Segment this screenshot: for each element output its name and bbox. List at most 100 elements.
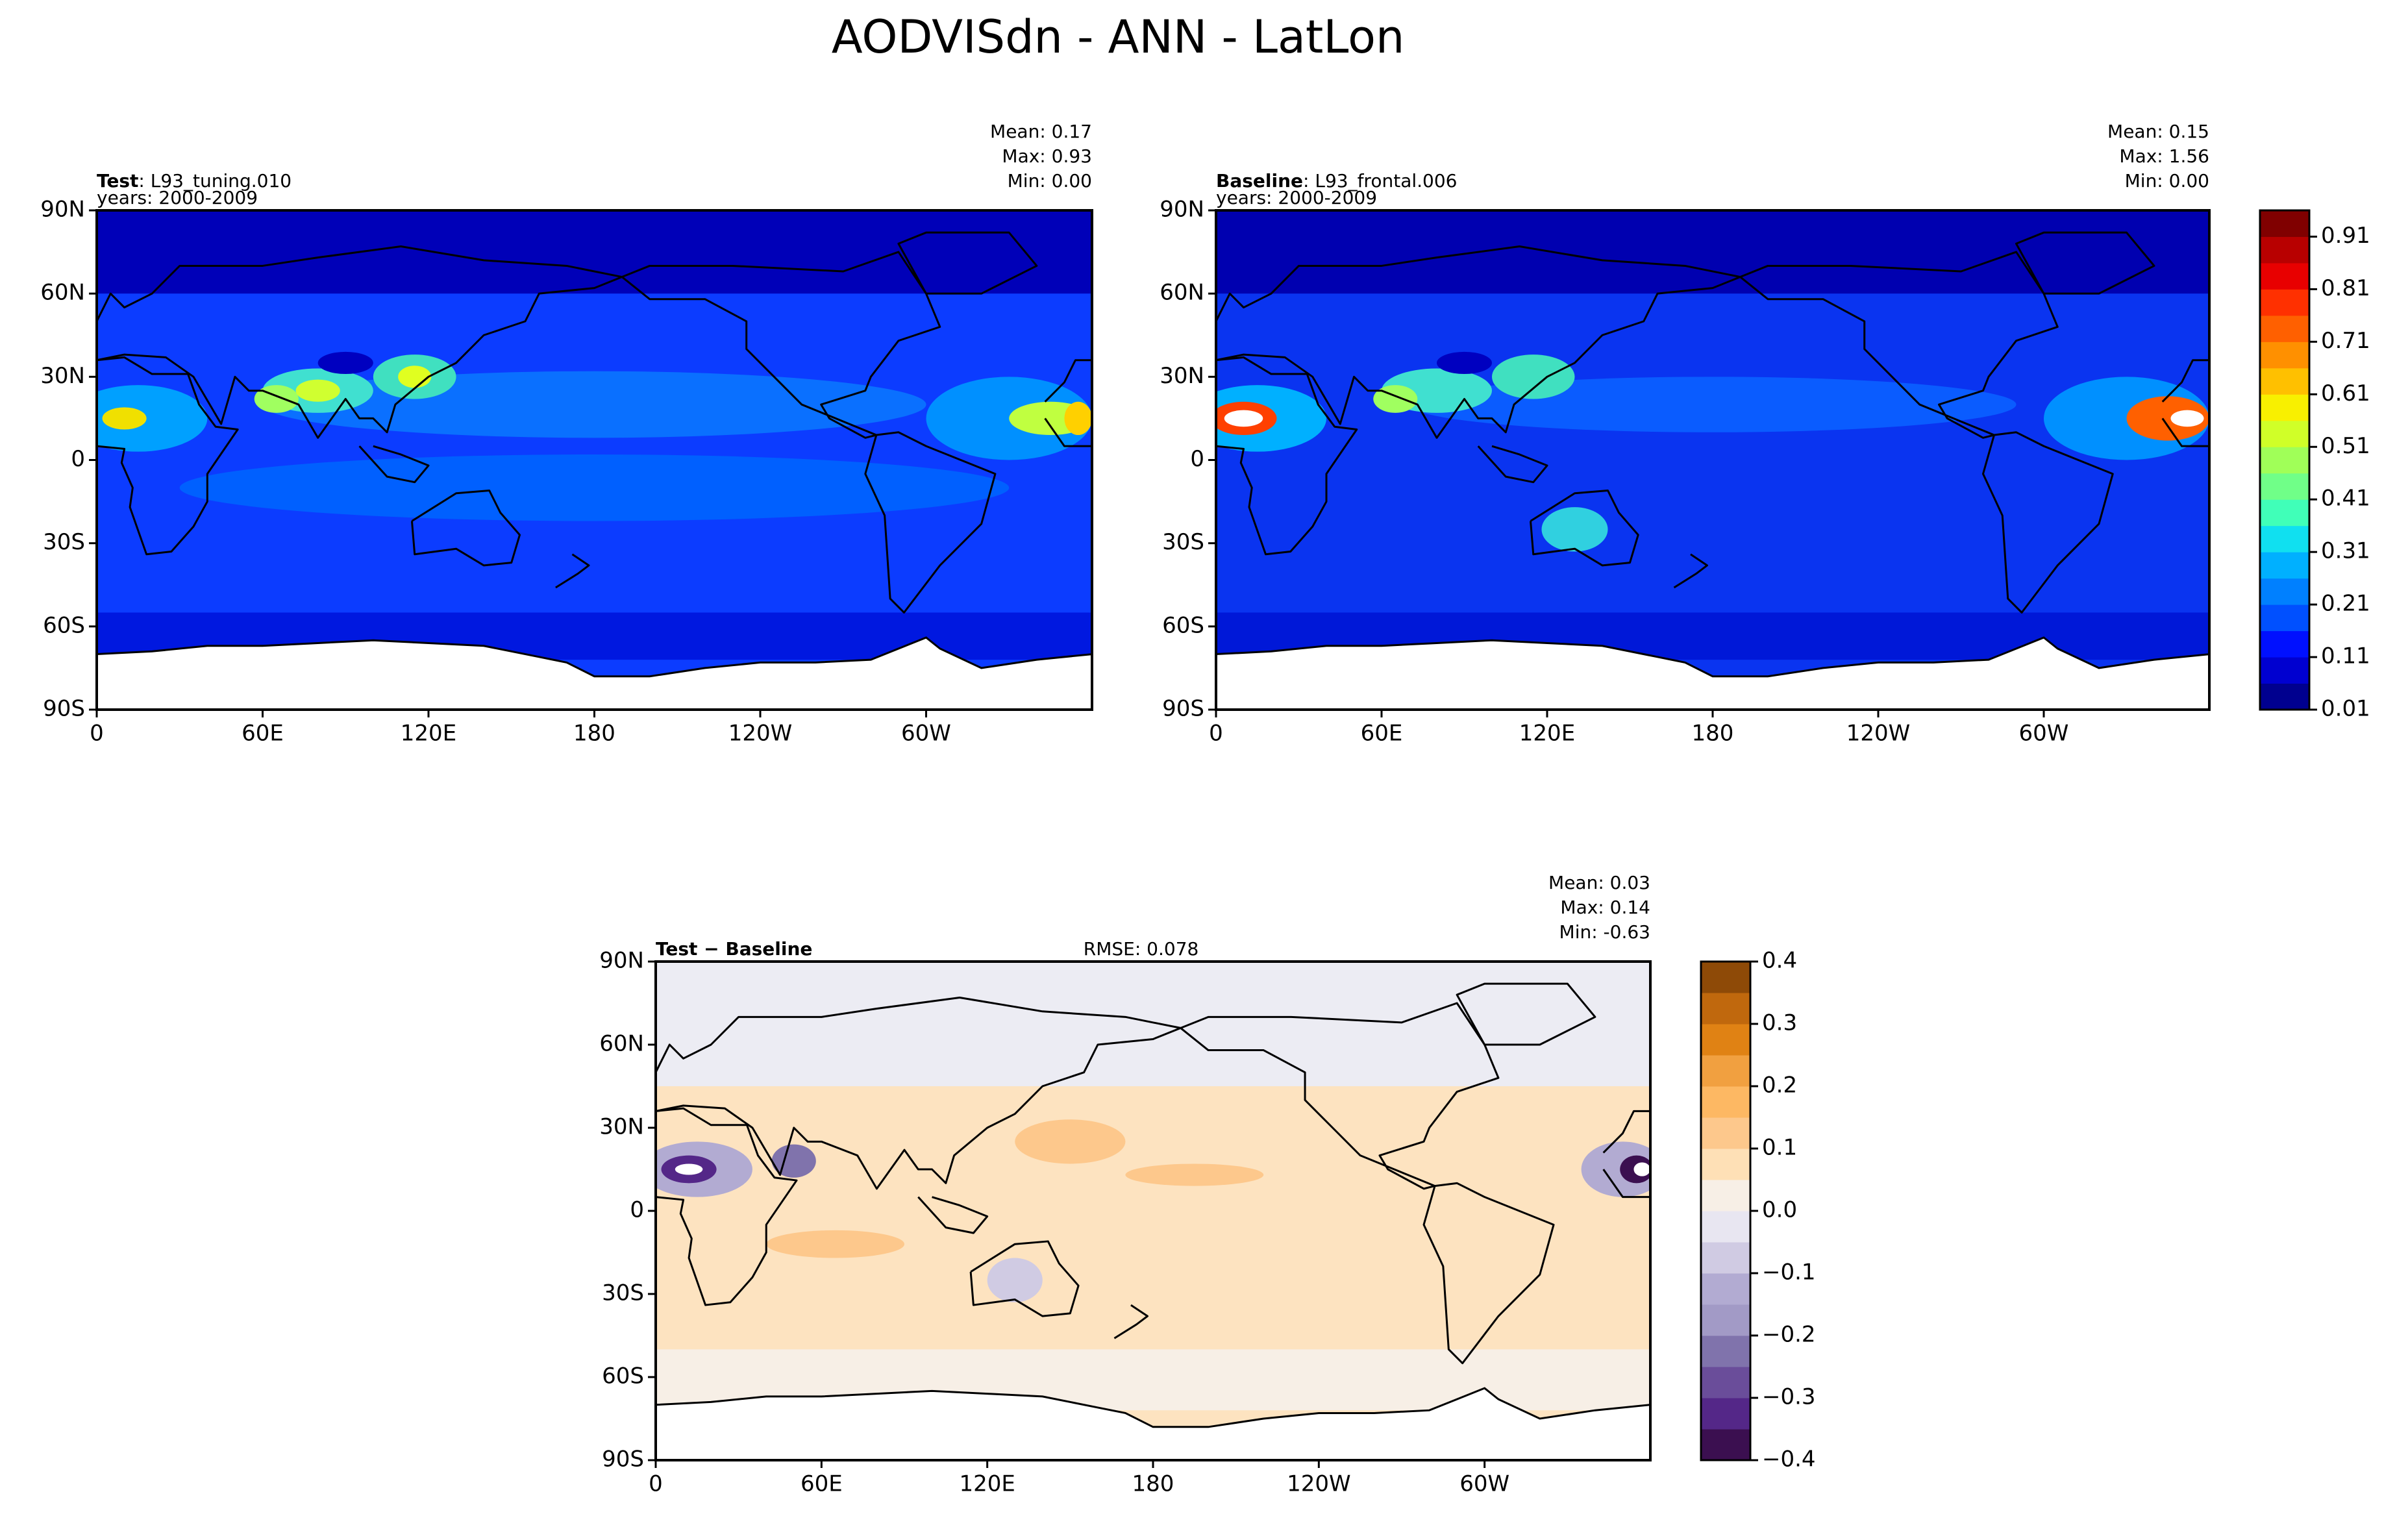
stat-line: Min: 0.00 [1008,170,1092,192]
coastline [917,1196,989,1234]
coastline [97,245,623,439]
map-field [1216,210,2209,710]
colorbar-segment [2260,394,2309,421]
panel-case: : L93_tuning.010 [138,170,292,192]
stat-line: Max: 0.14 [1560,897,1650,918]
colorbar-segment [1701,1242,1750,1274]
coastline [969,1240,1080,1317]
coastline [1216,356,1358,556]
y-tick-label: 60S [1162,612,1204,638]
colorbar-tick-label: −0.2 [1762,1322,1816,1348]
colorbar-tick-label: −0.1 [1762,1260,1816,1286]
coastline [1216,245,1741,439]
colorbar-segment [1701,1024,1750,1056]
x-tick-label: 120E [959,1471,1015,1497]
coastline [410,489,521,567]
coastline [1422,1182,1555,1365]
coastline [1602,1110,1650,1199]
x-tick-label: 180 [573,721,615,747]
colorbar-segment [1701,993,1750,1025]
x-tick-label: 180 [1132,1471,1174,1497]
colorbar-segment [1701,1304,1750,1336]
colorbar-tick-label: 0.41 [2321,486,2370,512]
colorbar-segment [2260,630,2309,658]
x-tick-label: 60W [901,721,951,747]
coastline [656,996,1182,1190]
x-tick-label: 120W [1287,1471,1351,1497]
figure-title: AODVISdn - ANN - LatLon [832,10,1405,64]
panel-years: years: 2000-2009 [97,187,258,208]
coastline [358,445,430,484]
stat-line: Max: 0.93 [1002,145,1092,167]
colorbar-segment [2260,289,2309,316]
field-blob [1633,1162,1650,1176]
y-tick-label: 90S [602,1447,644,1473]
colorbar-segment [2260,683,2309,710]
x-tick-label: 60W [2019,721,2069,747]
coastline [1044,359,1092,447]
colorbar-segment [2260,420,2309,447]
field-blob [1373,385,1418,413]
stat-line: Min: 0.00 [2125,170,2209,192]
y-tick-label: 30N [599,1114,644,1140]
coastline [1477,445,1548,484]
field-blob [771,1144,816,1178]
colorbar-tick-label: 0.51 [2321,433,2370,459]
x-tick-label: 180 [1692,721,1734,747]
field-blob [179,454,1010,521]
y-tick-label: 0 [1190,446,1204,472]
stat-line: Min: -0.63 [1559,921,1650,943]
y-tick-label: 90N [1160,197,1204,223]
colorbar-segment [2260,552,2309,579]
colorbar-segment [2260,499,2309,527]
field-blob [1581,1141,1650,1197]
field-blob [295,379,340,402]
colorbar-segment [2260,315,2309,342]
panel-label: Test − Baseline [656,938,812,960]
panel-label: Test: L93_tuning.010 [97,170,292,192]
colorbar-segment [2260,604,2309,632]
x-tick-label: 0 [1209,721,1223,747]
antarctica [656,1388,1650,1460]
field-blob [1064,401,1092,436]
y-tick-label: 60N [1160,280,1204,306]
stat-line: Mean: 0.03 [1548,872,1650,893]
y-tick-label: 30S [602,1280,644,1306]
field-band [1216,210,2209,294]
colorbar-segment [2260,236,2309,264]
y-tick-label: 30N [40,363,85,389]
field-blob [675,1163,703,1175]
colorbar-tick-label: 0.4 [1762,948,1797,974]
map-field [656,962,1650,1460]
stat-line: Mean: 0.15 [2107,121,2209,142]
x-tick-label: 120W [728,721,793,747]
colorbar-tick-label: 0.3 [1762,1010,1797,1036]
colorbar-segment [2260,578,2309,605]
colorbar-tick-label: 0.71 [2321,328,2370,354]
panel-label: Baseline: L93_frontal.006 [1216,170,1457,192]
colorbar-tick-label: 0.0 [1762,1197,1797,1223]
colorbar-segment [1701,1117,1750,1149]
colorbar-segment [2260,367,2309,395]
coastline [656,1387,1650,1428]
coastline [897,231,1038,295]
colorbar-segment [1701,1367,1750,1398]
colorbar-segment [1701,1398,1750,1430]
y-tick-label: 0 [630,1197,644,1223]
colorbar-tick-label: 0.91 [2321,223,2370,249]
field-blob [1125,1163,1264,1186]
x-tick-label: 120E [1519,721,1575,747]
colorbar-segment [1701,1429,1750,1461]
colorbar-segment [2260,447,2309,474]
colorbar-segment [1701,962,1750,993]
y-tick-label: 60S [602,1363,644,1389]
y-tick-label: 0 [71,446,85,472]
field-band [97,210,1092,294]
x-tick-label: 60E [1361,721,1403,747]
coastline [1113,1304,1148,1339]
colorbar-segment [2260,262,2309,290]
y-tick-label: 90N [599,948,644,974]
coastline [1530,489,1639,567]
coastline [1180,1002,1500,1190]
colorbar-segment [2260,525,2309,553]
